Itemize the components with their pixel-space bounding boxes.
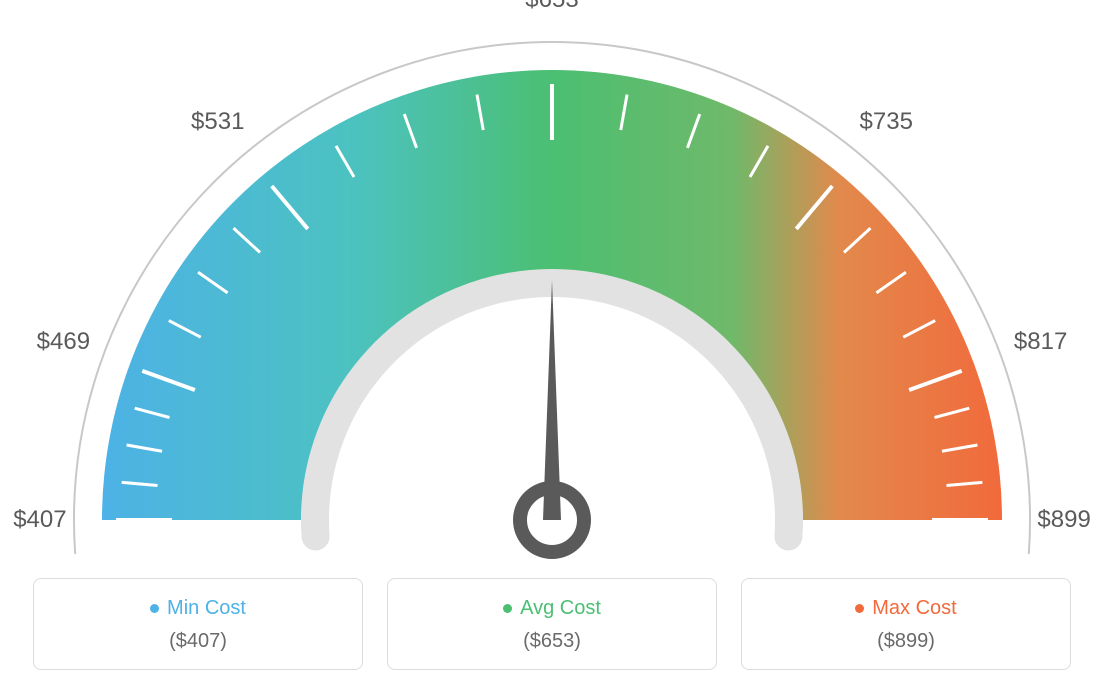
legend-value-avg: ($653) — [398, 630, 706, 653]
legend-label-max: Max Cost — [872, 597, 956, 620]
gauge-tick-label: $469 — [37, 328, 90, 356]
legend-dot-min — [150, 604, 159, 613]
legend-title-avg: Avg Cost — [503, 597, 601, 620]
legend-dot-max — [855, 604, 864, 613]
legend-value-min: ($407) — [44, 630, 352, 653]
legend-label-min: Min Cost — [167, 597, 246, 620]
gauge-tick-label: $735 — [860, 108, 913, 136]
gauge-tick-label: $817 — [1014, 328, 1067, 356]
gauge-tick-label: $899 — [1037, 506, 1090, 534]
gauge-tick-label: $531 — [191, 108, 244, 136]
legend-card-avg: Avg Cost ($653) — [387, 578, 717, 670]
gauge-tick-label: $653 — [525, 0, 578, 14]
legend-label-avg: Avg Cost — [520, 597, 601, 620]
legend-title-max: Max Cost — [855, 597, 956, 620]
legend-dot-avg — [503, 604, 512, 613]
legend-row: Min Cost ($407) Avg Cost ($653) Max Cost… — [0, 578, 1104, 670]
gauge-chart: $407 $469 $531 $653 $735 $817 $899 — [0, 0, 1104, 560]
legend-title-min: Min Cost — [150, 597, 246, 620]
legend-card-min: Min Cost ($407) — [33, 578, 363, 670]
gauge-svg — [0, 0, 1104, 560]
legend-value-max: ($899) — [752, 630, 1060, 653]
gauge-tick-label: $407 — [13, 506, 66, 534]
legend-card-max: Max Cost ($899) — [741, 578, 1071, 670]
